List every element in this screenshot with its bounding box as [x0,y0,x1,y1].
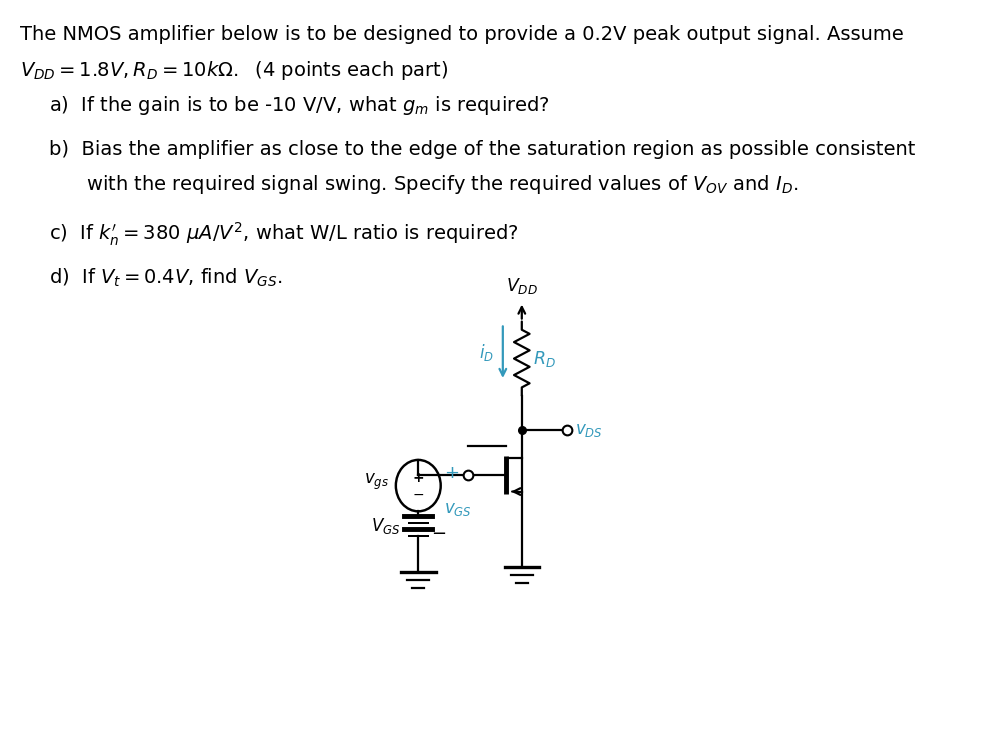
Text: $v_{gs}$: $v_{gs}$ [364,471,389,492]
Text: with the required signal swing. Specify the required values of $V_{OV}$ and $I_D: with the required signal swing. Specify … [49,173,798,196]
Text: c)  If $k_n^{\prime} = 380\ \mu A/V^2$, what W/L ratio is required?: c) If $k_n^{\prime} = 380\ \mu A/V^2$, w… [49,221,518,248]
Text: −: − [431,525,446,542]
Text: The NMOS amplifier below is to be designed to provide a 0.2V peak output signal.: The NMOS amplifier below is to be design… [20,25,903,44]
Text: $V_{DD} = 1.8V, R_D = 10k\Omega.$  (4 points each part): $V_{DD} = 1.8V, R_D = 10k\Omega.$ (4 poi… [20,58,447,82]
Text: $R_D$: $R_D$ [532,349,555,368]
Text: $V_{GS}$: $V_{GS}$ [371,516,400,536]
Text: $i_D$: $i_D$ [479,342,494,363]
Text: $V_{DD}$: $V_{DD}$ [505,276,537,296]
Text: +: + [444,463,459,482]
Text: $v_{DS}$: $v_{DS}$ [575,421,602,439]
Text: d)  If $V_t = 0.4V$, find $V_{GS}$.: d) If $V_t = 0.4V$, find $V_{GS}$. [49,267,283,289]
Text: −: − [412,488,424,501]
Text: b)  Bias the amplifier as close to the edge of the saturation region as possible: b) Bias the amplifier as close to the ed… [49,140,915,159]
Text: a)  If the gain is to be -10 V/V, what $g_m$ is required?: a) If the gain is to be -10 V/V, what $g… [49,94,549,117]
Text: +: + [412,471,424,485]
Text: $v_{GS}$: $v_{GS}$ [444,500,472,518]
